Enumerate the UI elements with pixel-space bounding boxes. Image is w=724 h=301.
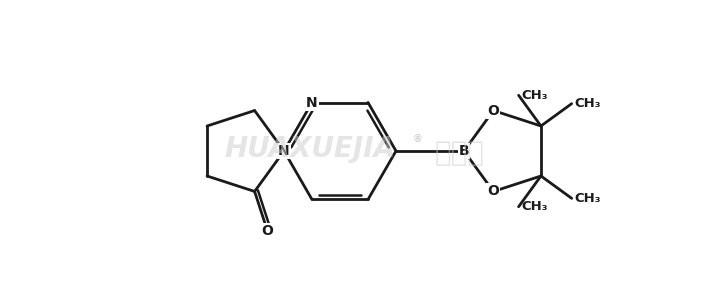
Text: O: O [487,104,500,118]
Text: B: B [459,144,469,158]
Text: CH₃: CH₃ [575,192,601,205]
Text: ®: ® [413,134,423,144]
Text: CH₃: CH₃ [575,97,601,110]
Text: 化学加: 化学加 [435,139,485,167]
Text: CH₃: CH₃ [521,200,548,213]
Text: N: N [278,144,290,158]
Text: N: N [306,95,318,110]
Text: O: O [261,224,274,238]
Text: HUAXUEJIA: HUAXUEJIA [224,135,395,163]
Text: CH₃: CH₃ [521,89,548,102]
Text: O: O [487,185,500,198]
